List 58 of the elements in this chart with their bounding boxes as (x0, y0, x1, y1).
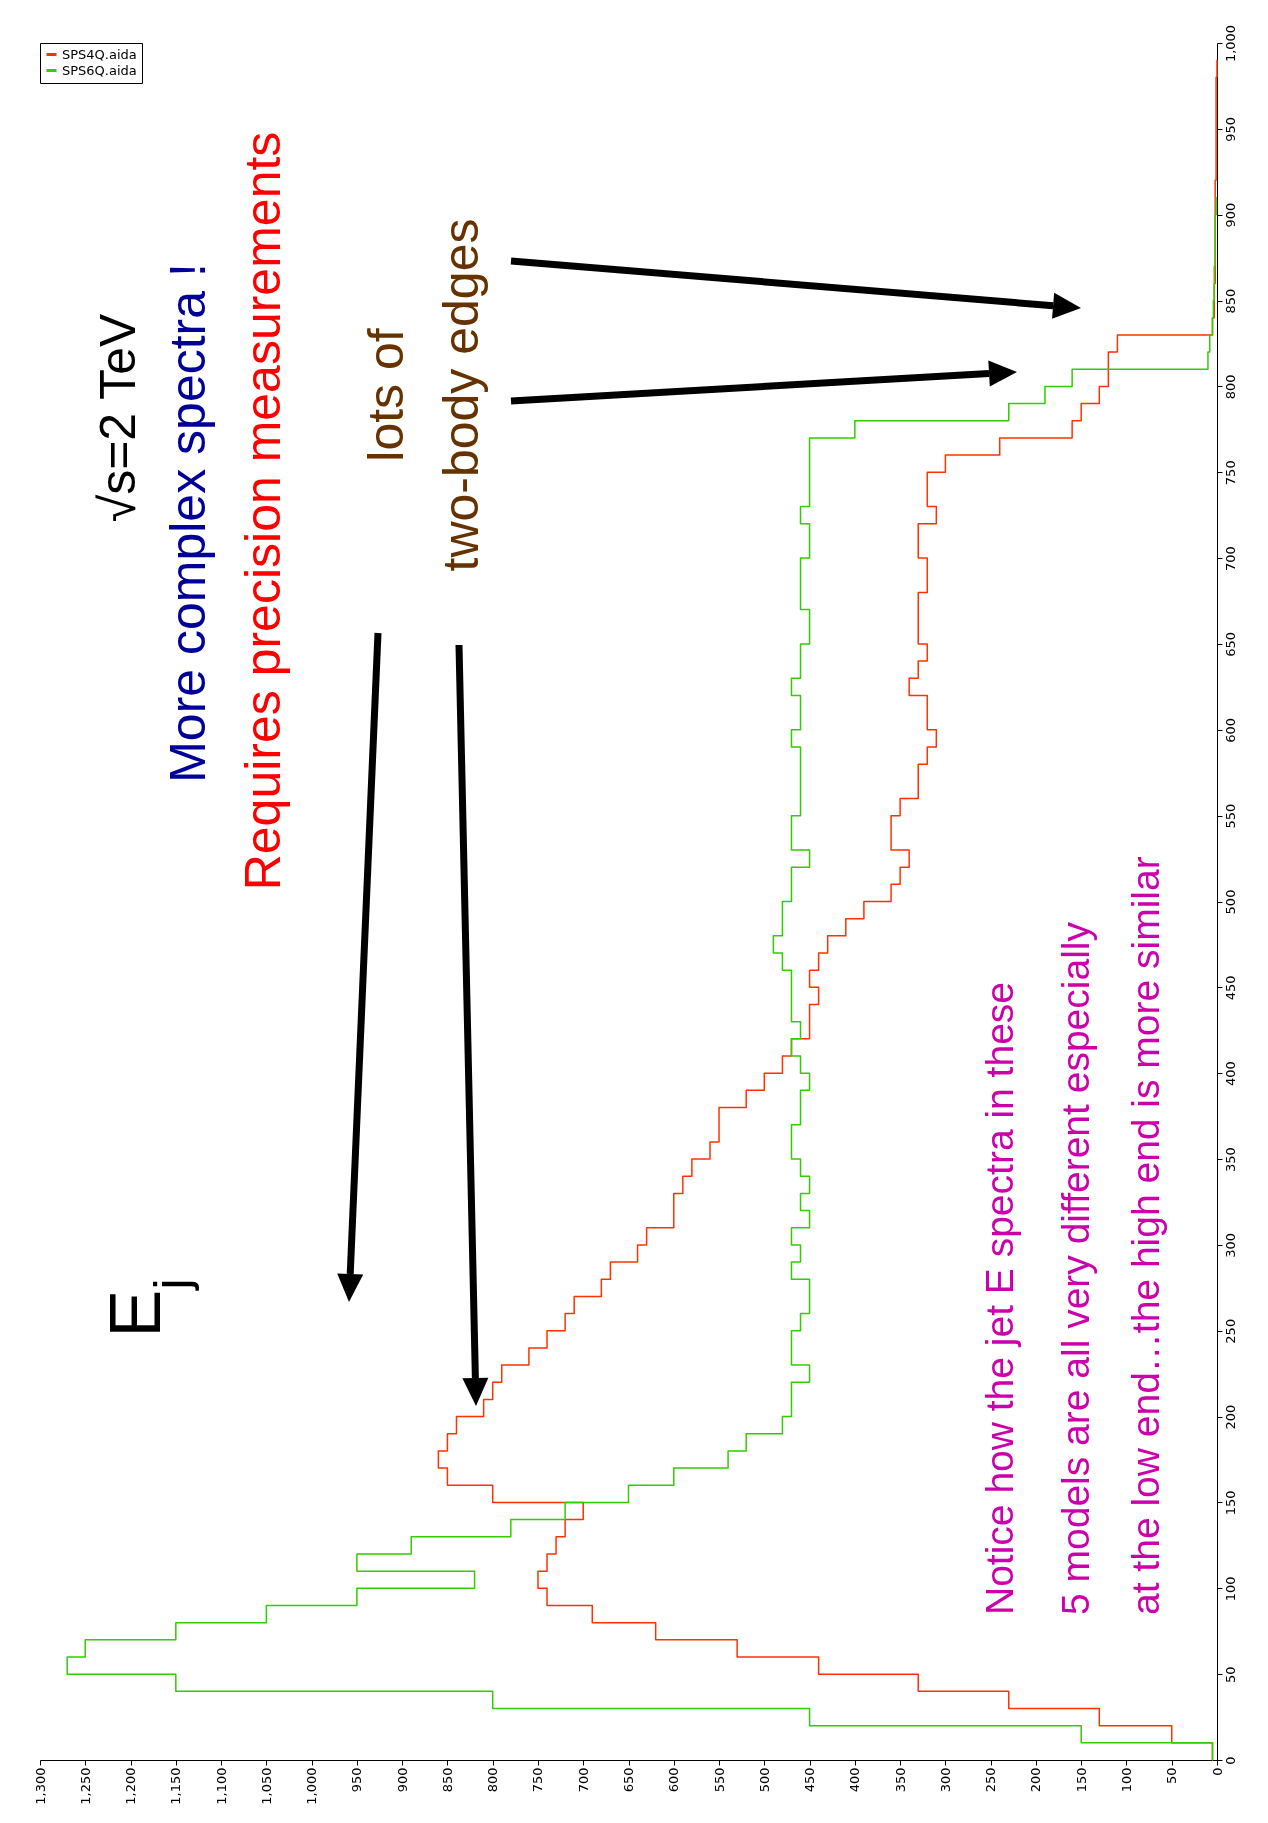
x-tick-label: 1,150 (168, 1767, 184, 1805)
y-tick-label: 300 (1222, 1232, 1238, 1258)
y-tick-label: 1,000 (1222, 24, 1238, 63)
x-tick-label: 850 (439, 1767, 455, 1793)
annotation: 5 models are all very different especially (1054, 921, 1097, 1615)
y-tick-label: 50 (1222, 1666, 1238, 1683)
y-tick-label: 700 (1222, 546, 1238, 572)
x-tick-label: 600 (666, 1767, 682, 1793)
y-tick-label: 400 (1222, 1061, 1238, 1087)
y-tick-label: 600 (1222, 717, 1238, 743)
x-tick-label: 1,200 (123, 1767, 139, 1805)
y-tick-label: 850 (1222, 288, 1238, 314)
x-tick-label: 800 (485, 1767, 501, 1793)
y-tick-label: 350 (1222, 1147, 1238, 1172)
x-tick-label: 900 (394, 1767, 410, 1793)
legend-label: SPS4Q.aida (62, 46, 137, 62)
x-tick-label: 1,050 (258, 1767, 274, 1805)
x-tick-label: 200 (1028, 1767, 1044, 1793)
x-tick-label: 0 (1209, 1767, 1225, 1776)
y-tick-label: 500 (1222, 889, 1238, 915)
x-tick-label: 650 (621, 1767, 636, 1793)
y-tick-label: 550 (1222, 803, 1238, 829)
x-tick-label: 1,300 (32, 1767, 48, 1805)
annotation: More complex spectra ! (160, 263, 216, 783)
annotation: two-body edges (433, 218, 489, 572)
x-tick-label: 750 (530, 1767, 546, 1793)
y-tick-label: 450 (1222, 975, 1238, 1001)
x-tick-label: 950 (349, 1767, 365, 1793)
annotation: at the low end…the high end is more similar (1124, 856, 1167, 1615)
x-tick-label: 350 (892, 1767, 908, 1793)
annotation: √s=2 TeV (90, 313, 146, 523)
y-tick-label: 150 (1222, 1490, 1238, 1516)
x-tick-label: 400 (847, 1767, 863, 1793)
annotation: Notice how the jet E spectra in these (978, 981, 1021, 1615)
x-tick-label: 50 (1164, 1767, 1180, 1785)
y-tick-label: 0 (1222, 1756, 1238, 1765)
y-tick-label: 250 (1222, 1318, 1238, 1344)
x-tick-label: 550 (711, 1767, 727, 1793)
x-tick-label: 1,000 (304, 1767, 320, 1805)
x-tick-label: 450 (802, 1767, 818, 1793)
y-tick-label: 650 (1222, 632, 1238, 657)
x-tick-label: 300 (937, 1767, 953, 1793)
x-tick-label: 100 (1118, 1767, 1134, 1793)
annotation: lots of (358, 328, 414, 462)
y-tick-label: 200 (1222, 1404, 1238, 1430)
x-tick-label: 1,250 (77, 1767, 93, 1805)
x-tick-label: 250 (983, 1767, 999, 1793)
legend-label: SPS6Q.aida (62, 62, 137, 78)
x-tick-label: 500 (756, 1767, 772, 1793)
x-tick-label: 700 (575, 1767, 591, 1793)
x-tick-label: 150 (1073, 1767, 1089, 1793)
y-tick-label: 950 (1222, 116, 1238, 142)
y-tick-label: 750 (1222, 460, 1238, 486)
y-tick-label: 800 (1222, 374, 1238, 400)
annotation: Requires precision measurements (235, 131, 291, 891)
y-tick-label: 100 (1222, 1576, 1238, 1602)
x-tick-label: 1,100 (213, 1767, 229, 1805)
y-tick-label: 900 (1222, 202, 1238, 228)
